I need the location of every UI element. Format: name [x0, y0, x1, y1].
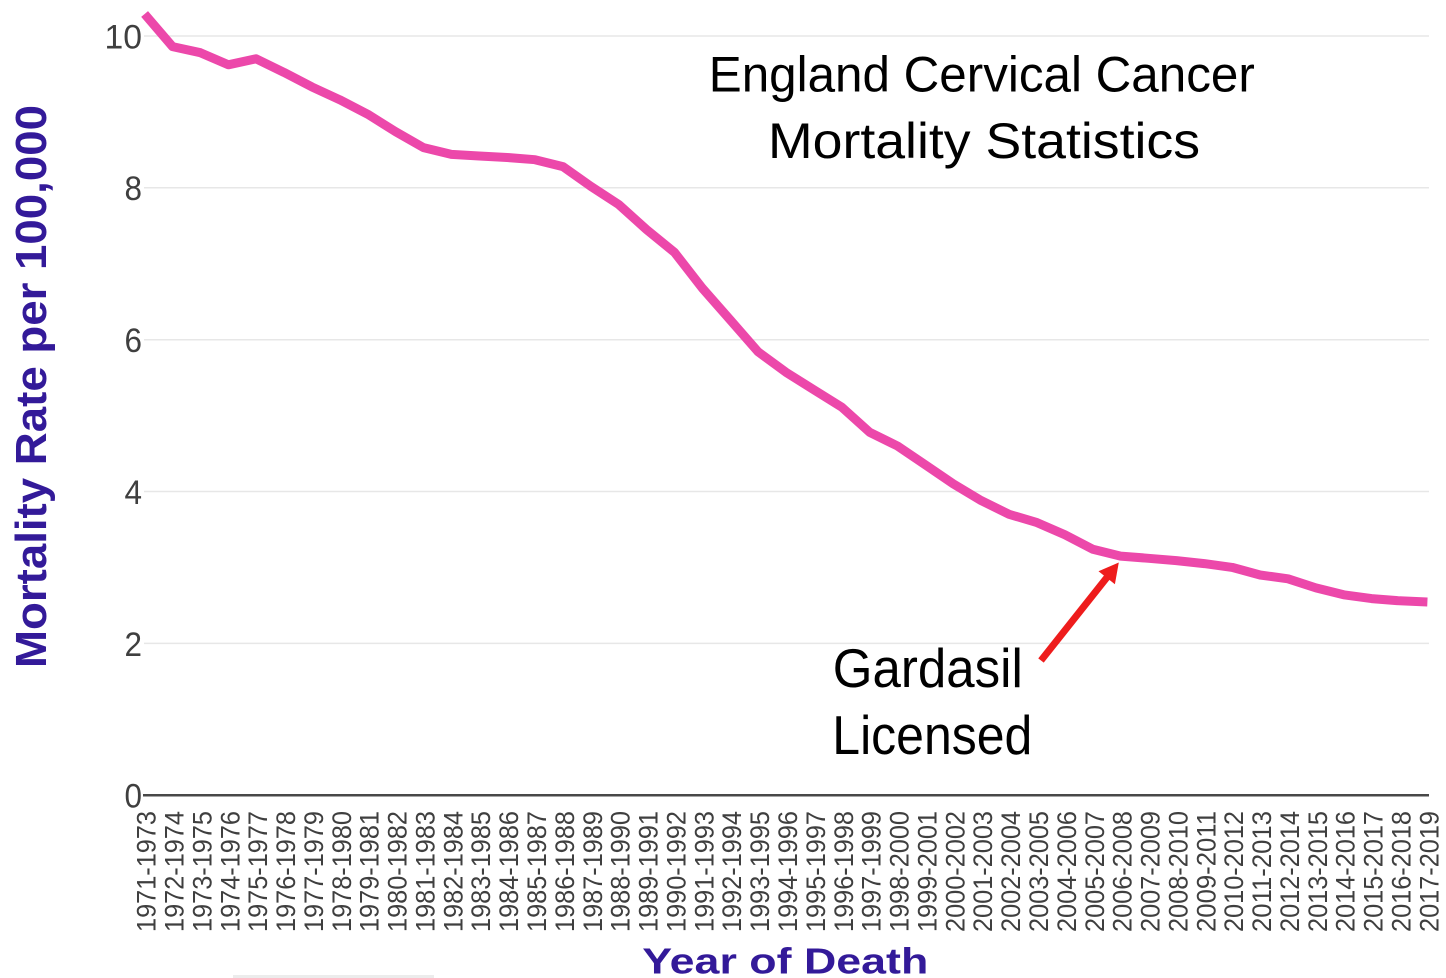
svg-text:2003-2005: 2003-2005 — [1024, 811, 1054, 932]
svg-text:1987-1989: 1987-1989 — [578, 811, 608, 932]
svg-text:1993-1995: 1993-1995 — [745, 811, 775, 932]
svg-text:2007-2009: 2007-2009 — [1136, 811, 1166, 932]
svg-text:2004-2006: 2004-2006 — [1052, 811, 1082, 932]
svg-text:1980-1982: 1980-1982 — [383, 811, 413, 932]
svg-text:1991-1993: 1991-1993 — [689, 811, 719, 932]
svg-text:1998-2000: 1998-2000 — [885, 811, 915, 932]
svg-text:2006-2008: 2006-2008 — [1108, 811, 1138, 932]
svg-text:1996-1998: 1996-1998 — [829, 811, 859, 932]
svg-text:1974-1976: 1974-1976 — [215, 811, 245, 932]
svg-text:Year of Death: Year of Death — [642, 941, 928, 978]
svg-text:England Cervical Cancer: England Cervical Cancer — [709, 47, 1255, 103]
svg-text:1986-1988: 1986-1988 — [550, 811, 580, 932]
svg-text:1982-1984: 1982-1984 — [438, 811, 468, 932]
svg-text:2014-2016: 2014-2016 — [1331, 811, 1361, 932]
svg-text:2010-2012: 2010-2012 — [1219, 811, 1249, 932]
svg-text:1976-1978: 1976-1978 — [271, 811, 301, 932]
svg-text:Mortality Statistics: Mortality Statistics — [768, 113, 1200, 169]
svg-text:1973-1975: 1973-1975 — [187, 811, 217, 932]
svg-text:10: 10 — [105, 18, 143, 56]
svg-text:2017-2019: 2017-2019 — [1414, 811, 1444, 932]
svg-text:8: 8 — [125, 170, 143, 208]
svg-text:1995-1997: 1995-1997 — [801, 811, 831, 932]
svg-text:1979-1981: 1979-1981 — [355, 811, 385, 932]
svg-text:1983-1985: 1983-1985 — [466, 811, 496, 932]
svg-text:1978-1980: 1978-1980 — [327, 811, 357, 932]
svg-text:2015-2017: 2015-2017 — [1359, 811, 1389, 932]
svg-text:6: 6 — [125, 322, 143, 360]
svg-text:1977-1979: 1977-1979 — [299, 811, 329, 932]
svg-text:Licensed: Licensed — [832, 704, 1032, 766]
svg-text:Mortality Rate per 100,000: Mortality Rate per 100,000 — [7, 105, 56, 668]
svg-text:1997-1999: 1997-1999 — [857, 811, 887, 932]
svg-text:2011-2013: 2011-2013 — [1247, 811, 1277, 932]
svg-text:Gardasil: Gardasil — [833, 637, 1023, 699]
svg-text:1992-1994: 1992-1994 — [717, 811, 747, 932]
svg-text:0: 0 — [125, 778, 143, 816]
svg-text:2005-2007: 2005-2007 — [1080, 811, 1110, 932]
svg-text:2002-2004: 2002-2004 — [996, 811, 1026, 932]
svg-text:2016-2018: 2016-2018 — [1387, 811, 1417, 932]
svg-text:1972-1974: 1972-1974 — [160, 811, 190, 932]
svg-text:2: 2 — [125, 626, 143, 664]
svg-text:2000-2002: 2000-2002 — [940, 811, 970, 932]
svg-text:4: 4 — [125, 474, 143, 512]
svg-text:1989-1991: 1989-1991 — [634, 811, 664, 932]
svg-text:1985-1987: 1985-1987 — [522, 811, 552, 932]
svg-text:1999-2001: 1999-2001 — [912, 811, 942, 932]
svg-text:2012-2014: 2012-2014 — [1275, 811, 1305, 932]
svg-text:2008-2010: 2008-2010 — [1163, 811, 1193, 932]
svg-text:1971-1973: 1971-1973 — [132, 811, 162, 932]
svg-text:2001-2003: 2001-2003 — [968, 811, 998, 932]
svg-text:1984-1986: 1984-1986 — [494, 811, 524, 932]
svg-text:1990-1992: 1990-1992 — [662, 811, 692, 932]
svg-text:2009-2011: 2009-2011 — [1191, 811, 1221, 932]
svg-text:1981-1983: 1981-1983 — [411, 811, 441, 932]
svg-text:1988-1990: 1988-1990 — [606, 811, 636, 932]
svg-text:1994-1996: 1994-1996 — [773, 811, 803, 932]
svg-text:2013-2015: 2013-2015 — [1303, 811, 1333, 932]
svg-text:1975-1977: 1975-1977 — [243, 811, 273, 932]
